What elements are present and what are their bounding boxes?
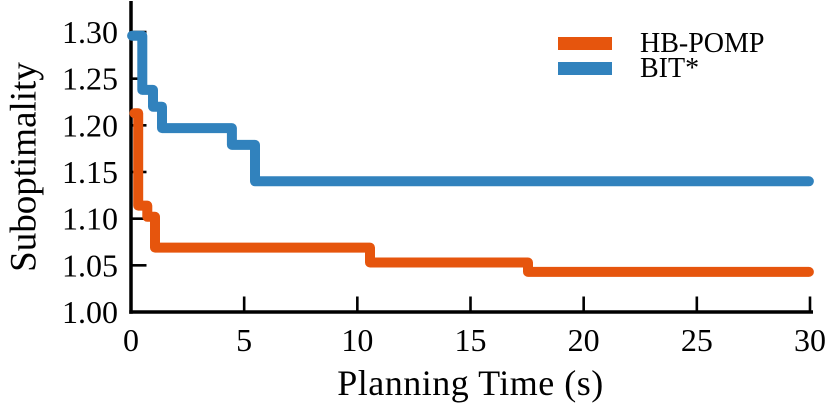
y-tick-label: 1.00 [62,294,118,330]
axes-spines [129,1,813,314]
x-tick-label: 10 [341,322,373,358]
axis-tick-labels: 0 5 10 15 20 25 30 1.00 1.05 1.10 1.15 1.20 1.25 1.30 [62,14,826,358]
legend-item-hb-pomp: HB-POMP [558,28,765,59]
legend-swatch-hb-pomp [558,37,612,50]
legend-item-bit-star: BIT* [558,53,764,84]
x-tick-label: 15 [455,322,487,358]
x-tick-label: 0 [123,322,139,358]
series-line-hb-pomp [129,108,814,277]
y-tick-label: 1.05 [62,247,118,283]
x-tick-label: 25 [681,322,713,358]
y-axis-title: Suboptimality [3,62,45,272]
legend-label-hb-pomp: HB-POMP [640,28,765,59]
legend-swatch-bit-star [558,62,612,75]
y-tick-label: 1.30 [62,14,118,50]
x-axis-title: Planning Time (s) [337,363,604,403]
x-tick-label: 5 [236,322,252,358]
x-tick-label: 20 [568,322,600,358]
y-tick-label: 1.20 [62,107,118,143]
series-lines [127,30,814,277]
y-tick-label: 1.25 [62,61,118,97]
legend-label-bit-star: BIT* [640,53,700,84]
series-line-bit [127,30,814,187]
y-tick-label: 1.10 [62,201,118,237]
x-tick-label: 30 [794,322,826,358]
legend: HB-POMP BIT* [558,28,765,84]
y-tick-label: 1.15 [62,154,118,190]
